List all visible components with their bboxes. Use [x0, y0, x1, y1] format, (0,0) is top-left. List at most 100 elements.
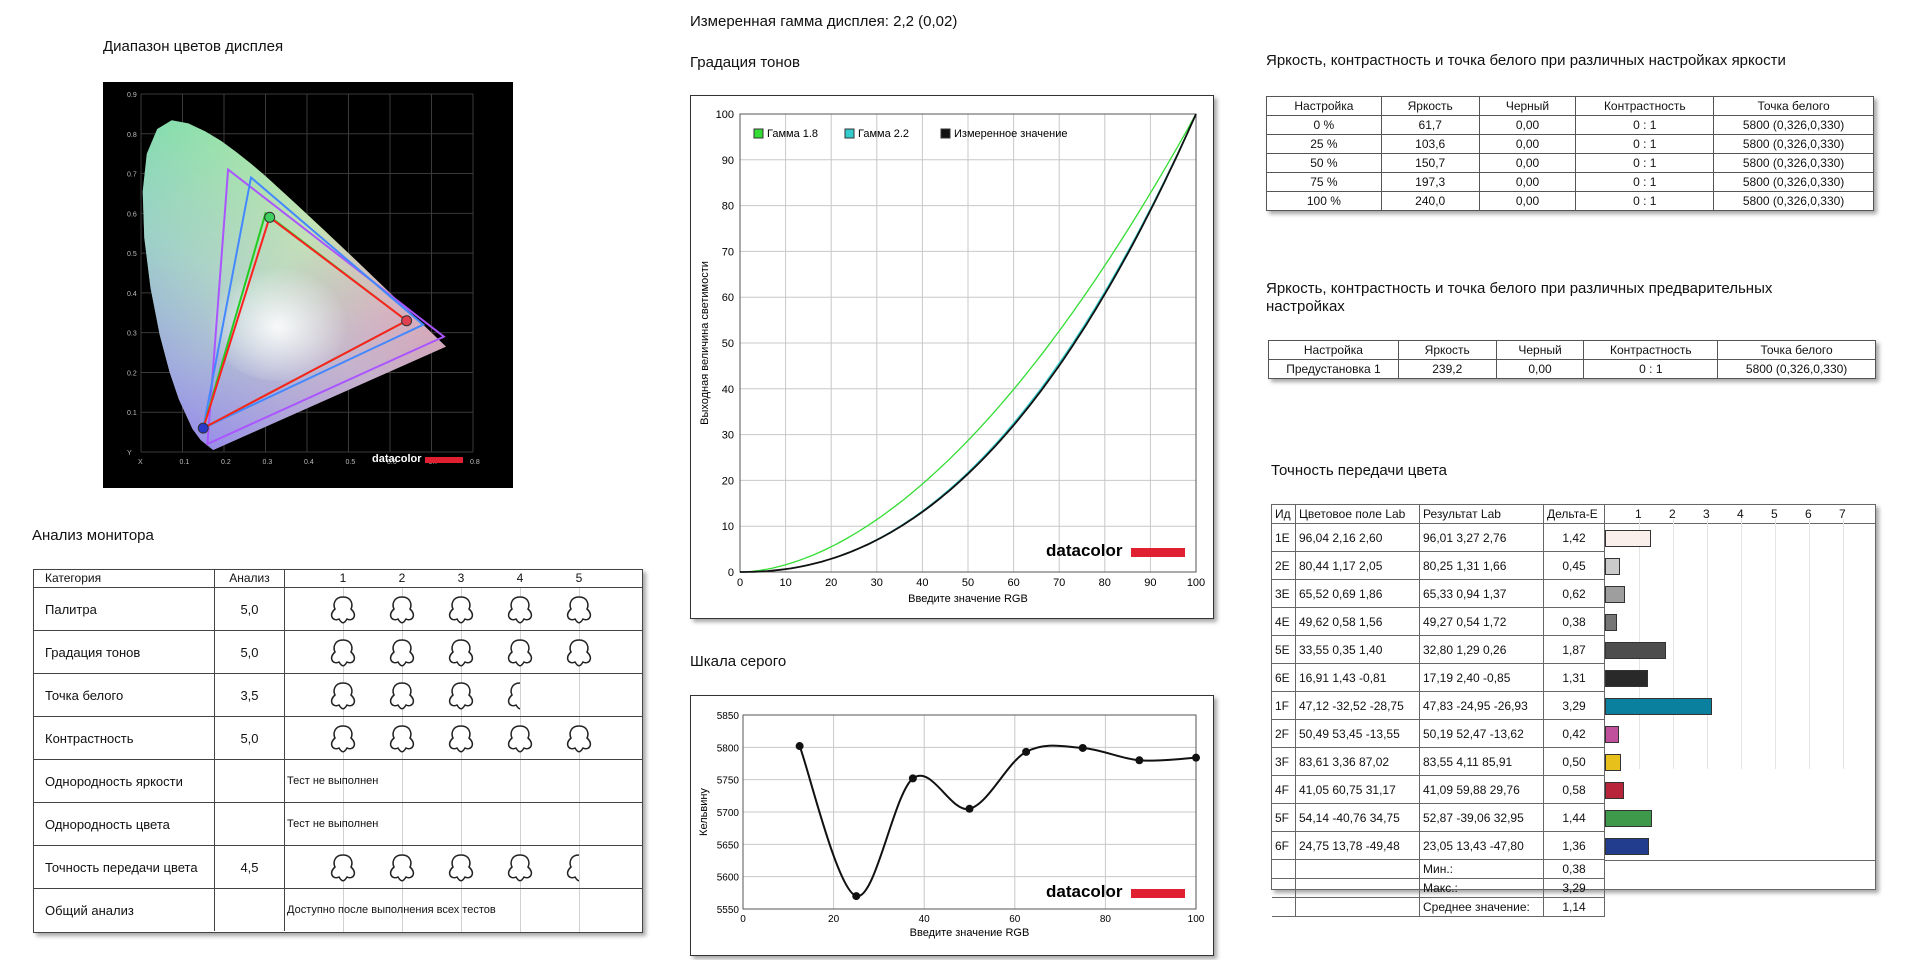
gray-x-tick: 100 [1188, 914, 1205, 925]
gamma-measured: Измеренная гамма дисплея: 2,2 (0,02) [690, 13, 958, 30]
rating-icon [330, 854, 356, 882]
tone-svg: 0 10 20 30 40 50 60 70 80 90 100 0 10 20 30 40 50 60 70 80 9… [699, 109, 1205, 605]
gamut-x-tick: 0.5 [346, 459, 356, 466]
analysis-scale-header: 4 [516, 571, 524, 585]
delta-cell-id: 1F [1272, 692, 1296, 720]
gamut-y-tick: 0.1 [127, 410, 137, 417]
delta-bar [1605, 698, 1713, 715]
delta-cell-id: 6F [1272, 832, 1296, 860]
brightness1-cell: 5800 (0,326,0,330) [1713, 115, 1874, 135]
delta-header: Ид [1272, 505, 1296, 524]
gray-y-tick: 5800 [717, 743, 740, 754]
delta-header-line [1605, 523, 1875, 524]
delta-row: 6F 24,75 13,78 -49,48 23,05 13,43 -47,80 1,… [1272, 832, 1875, 860]
grayscale-title: Шкала серого [690, 653, 787, 670]
gamut-x-tick: 0.2 [221, 459, 231, 466]
brightness2-table: Настройка Яркость Черный Контрастность Точка… [1268, 340, 1876, 379]
rating-icon [448, 725, 474, 753]
analysis-row: Общий анализ Доступно после выполнения вс… [34, 888, 642, 931]
brightness1-title: Яркость, контрастность и точка белого пр… [1266, 52, 1786, 69]
analysis-row: Однородность яркости Тест не выполнен [34, 759, 642, 802]
tone-y-tick: 90 [722, 155, 734, 167]
analysis-table: Категория Анализ 1 2 3 4 5 Палитра 5,0 Градация … [33, 569, 643, 933]
rating-icon [389, 854, 415, 882]
delta-guide [1741, 519, 1742, 769]
delta-bar [1605, 726, 1619, 743]
analysis-stars [330, 725, 592, 753]
tone-title: Градация тонов [690, 54, 800, 71]
delta-cell-res: 96,01 3,27 2,76 [1420, 524, 1544, 552]
delta-cell-de: 1,31 [1544, 664, 1605, 692]
analysis-title: Анализ монитора [32, 527, 154, 544]
analysis-stars [330, 639, 592, 667]
rating-icon [507, 596, 533, 624]
brightness1-cell: 0,00 [1478, 134, 1577, 154]
delta-cell-res: 17,19 2,40 -0,85 [1420, 664, 1544, 692]
delta-bar [1605, 754, 1622, 771]
gray-svg: 0 20 40 60 80 100 5550 5600 5650 5700 5750 5800 5850… [698, 711, 1205, 939]
delta-header-row: Ид Цветовое поле Lab Результат Lab Дельта-Е… [1272, 505, 1875, 524]
tone-legend: Гамма 1.8 Гамма 2.2 Измеренное значение [753, 128, 1068, 140]
analysis-row: Градация тонов 5,0 [34, 630, 642, 673]
gray-point [908, 774, 917, 783]
gamut-y-tick: 0.2 [127, 370, 137, 377]
rating-icon [330, 682, 356, 710]
tone-x-tick: 20 [825, 577, 837, 589]
analysis-header: Анализ [215, 570, 285, 587]
delta-cell-de: 0,50 [1544, 748, 1605, 776]
brightness1-cell: 103,6 [1380, 134, 1480, 154]
delta-scale-tick: 7 [1839, 507, 1846, 521]
tone-x-tick: 50 [962, 577, 974, 589]
delta-summary-empty [1272, 879, 1296, 898]
legend-swatch [753, 128, 764, 139]
brightness1-header: Контрастность [1575, 96, 1715, 116]
delta-cell-de: 1,42 [1544, 524, 1605, 552]
delta-cell-res: 47,83 -24,95 -26,93 [1420, 692, 1544, 720]
delta-title: Точность передачи цвета [1271, 462, 1448, 479]
gamut-chart: X 0.1 0.2 0.3 0.4 0.5 0.6 0.7 0.8 Y 0.1 0.2 0.3 0.4 0.… [103, 82, 513, 488]
gamut-y-tick: 0.3 [127, 331, 137, 338]
gamut-x-tick: 0.1 [180, 459, 190, 466]
gray-point [1192, 753, 1200, 762]
brightness1-row: 0 % 61,7 0,00 0 : 1 5800 (0,326,0,330) [1266, 115, 1874, 135]
delta-row: 6E 16,91 1,43 -0,81 17,19 2,40 -0,85 1,31 [1272, 664, 1875, 692]
tone-x-tick: 60 [1007, 577, 1019, 589]
delta-summary-label: Макс.: [1420, 879, 1544, 898]
analysis-category: Градация тонов [34, 631, 215, 673]
tone-y-tick: 40 [722, 384, 734, 396]
brightness1-cell: 197,3 [1380, 172, 1480, 192]
delta-summary-row: Мин.: 0,38 [1272, 860, 1875, 879]
delta-summary-row: Макс.: 3,29 [1272, 879, 1875, 898]
delta-header: Результат Lab [1420, 505, 1544, 524]
brightness1-header: Яркость [1380, 96, 1480, 116]
gamut-y-tick: 0.5 [127, 251, 137, 258]
gray-plot-frame [742, 714, 1197, 910]
rating-icon [566, 854, 579, 882]
delta-cell-de: 0,58 [1544, 776, 1605, 804]
analysis-header: Категория [34, 570, 215, 587]
brightness1-cell: 61,7 [1380, 115, 1480, 135]
tone-y-tick: 10 [722, 521, 734, 533]
delta-row: 1F 47,12 -32,52 -28,75 47,83 -24,95 -26,93… [1272, 692, 1875, 720]
gray-xlabel: Введите значение RGB [910, 927, 1030, 939]
delta-scale-tick: 5 [1771, 507, 1778, 521]
analysis-stars [330, 596, 592, 624]
analysis-row: Точка белого 3,5 [34, 673, 642, 716]
tone-brand: datacolor [1046, 541, 1123, 560]
analysis-note: Тест не выполнен [287, 775, 379, 787]
brightness1-row: 50 % 150,7 0,00 0 : 1 5800 (0,326,0,330) [1266, 153, 1874, 173]
gray-point [965, 804, 974, 813]
delta-cell-res: 83,55 4,11 85,91 [1420, 748, 1544, 776]
gray-x-tick: 80 [1100, 914, 1112, 925]
delta-guide [1843, 519, 1844, 769]
brightness1-cell: 0,00 [1478, 191, 1577, 211]
delta-cell-id: 6E [1272, 664, 1296, 692]
brightness1-cell: 150,7 [1380, 153, 1480, 173]
legend-label: Измеренное значение [954, 128, 1068, 140]
delta-summary-empty [1272, 898, 1296, 917]
analysis-value: 3,5 [215, 674, 285, 716]
delta-bar [1605, 838, 1650, 855]
delta-cell-de: 0,45 [1544, 552, 1605, 580]
delta-cell-id: 4E [1272, 608, 1296, 636]
gray-y-tick: 5550 [717, 905, 740, 916]
